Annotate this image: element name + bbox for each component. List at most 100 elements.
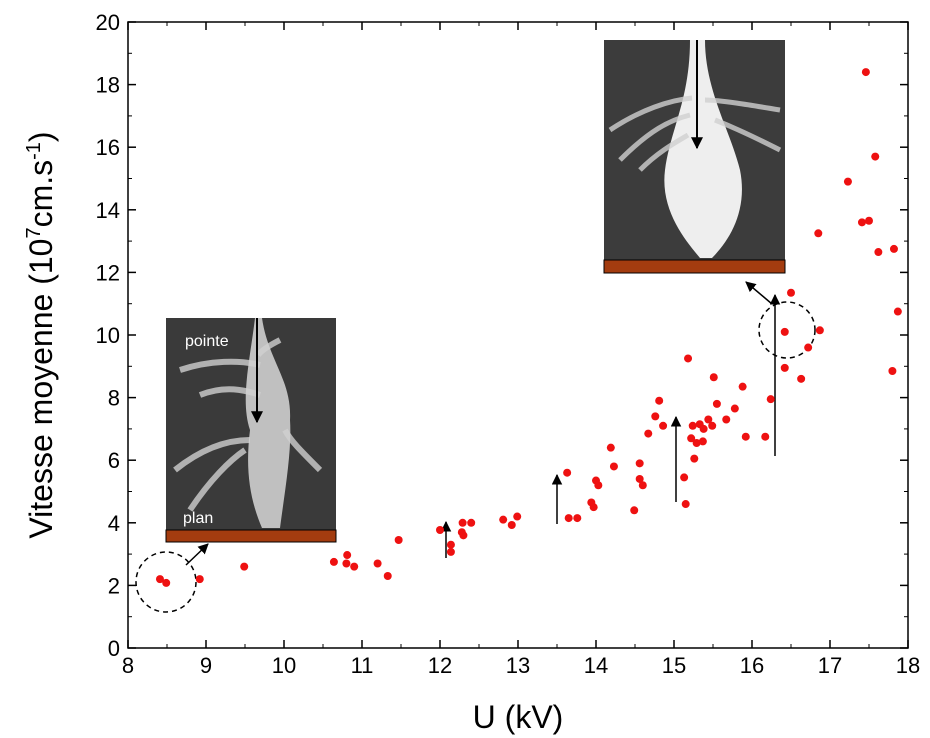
point — [712, 399, 721, 408]
point — [329, 557, 338, 566]
arrow — [745, 281, 773, 305]
highlight-circle — [758, 301, 816, 359]
point — [446, 547, 455, 556]
point — [843, 177, 852, 186]
point — [606, 443, 615, 452]
x-tick-label: 14 — [584, 653, 608, 678]
plane-electrode — [165, 529, 337, 543]
point — [651, 412, 660, 421]
point — [797, 374, 806, 383]
streamer-branches — [173, 337, 323, 512]
x-tick-label: 13 — [506, 653, 530, 678]
point — [699, 424, 708, 433]
point — [871, 152, 880, 161]
x-axis-label: U (kV) — [473, 699, 564, 735]
y-tick-label: 0 — [108, 636, 120, 661]
y-label-sup: -1 — [23, 142, 45, 160]
annotation: pointe — [185, 333, 229, 350]
point — [761, 432, 770, 441]
point — [594, 481, 603, 490]
point — [383, 572, 392, 581]
streamer — [664, 40, 742, 258]
point — [680, 473, 689, 482]
point — [722, 415, 731, 424]
point — [644, 429, 653, 438]
y-label-sup: 7 — [23, 227, 45, 238]
point — [787, 288, 795, 297]
y-label-part: cm.s — [23, 160, 59, 228]
point — [350, 562, 359, 571]
point — [513, 512, 522, 521]
point — [240, 562, 249, 571]
point — [162, 578, 171, 587]
point — [373, 559, 382, 568]
point — [195, 575, 204, 584]
point — [342, 559, 351, 568]
y-tick-label: 16 — [96, 135, 120, 160]
insets: pointe plan — [165, 40, 786, 543]
point — [766, 395, 775, 404]
y-tick-label: 12 — [96, 260, 120, 285]
point — [635, 459, 644, 468]
point — [630, 506, 639, 515]
annotation: plan — [183, 510, 213, 527]
point — [780, 363, 789, 372]
point — [704, 415, 713, 424]
point — [635, 474, 644, 483]
point — [436, 525, 444, 534]
point — [155, 575, 164, 584]
point — [499, 515, 508, 524]
point — [874, 248, 883, 257]
point — [446, 540, 455, 549]
point — [507, 520, 516, 529]
point — [709, 373, 718, 382]
point — [708, 421, 717, 430]
y-tick-label: 14 — [96, 198, 120, 223]
y-tick-label: 8 — [108, 386, 120, 411]
point — [609, 462, 618, 471]
point — [573, 514, 582, 523]
point — [655, 396, 664, 405]
x-tick-label: 16 — [740, 653, 764, 678]
streamer-branches — [608, 95, 782, 172]
point — [780, 327, 789, 336]
point — [741, 432, 750, 441]
y-axis-label: Vitesse moyenne (107cm.s-1) — [23, 131, 59, 538]
point — [467, 518, 476, 527]
point — [698, 437, 707, 446]
point — [589, 503, 598, 512]
point — [684, 354, 693, 363]
point — [857, 218, 866, 227]
plane-electrode — [603, 259, 786, 274]
y-tick-label: 4 — [108, 511, 120, 536]
point — [893, 307, 902, 316]
x-tick-label: 9 — [200, 653, 212, 678]
highlight-circle — [135, 551, 197, 613]
point — [459, 531, 468, 540]
y-tick-label: 20 — [96, 10, 120, 35]
y-label-part: ) — [23, 131, 59, 142]
arrow — [185, 543, 209, 566]
point — [865, 216, 873, 225]
point — [688, 421, 697, 430]
x-tick-label: 17 — [818, 653, 842, 678]
point — [638, 481, 647, 490]
point — [394, 536, 403, 545]
point — [730, 404, 739, 413]
point — [888, 366, 897, 375]
x-tick-label: 12 — [428, 653, 452, 678]
x-tick-label: 15 — [662, 653, 686, 678]
y-tick-label: 10 — [96, 323, 120, 348]
y-label-part: Vitesse moyenne (10 — [23, 239, 59, 539]
point — [563, 468, 572, 477]
point — [861, 68, 870, 77]
point — [681, 500, 690, 509]
point — [687, 434, 696, 443]
y-tick-label: 2 — [108, 573, 120, 598]
point — [889, 244, 898, 253]
x-tick-label: 10 — [272, 653, 296, 678]
point — [738, 382, 747, 391]
y-tick-label: 18 — [96, 73, 120, 98]
arrows — [135, 281, 816, 613]
